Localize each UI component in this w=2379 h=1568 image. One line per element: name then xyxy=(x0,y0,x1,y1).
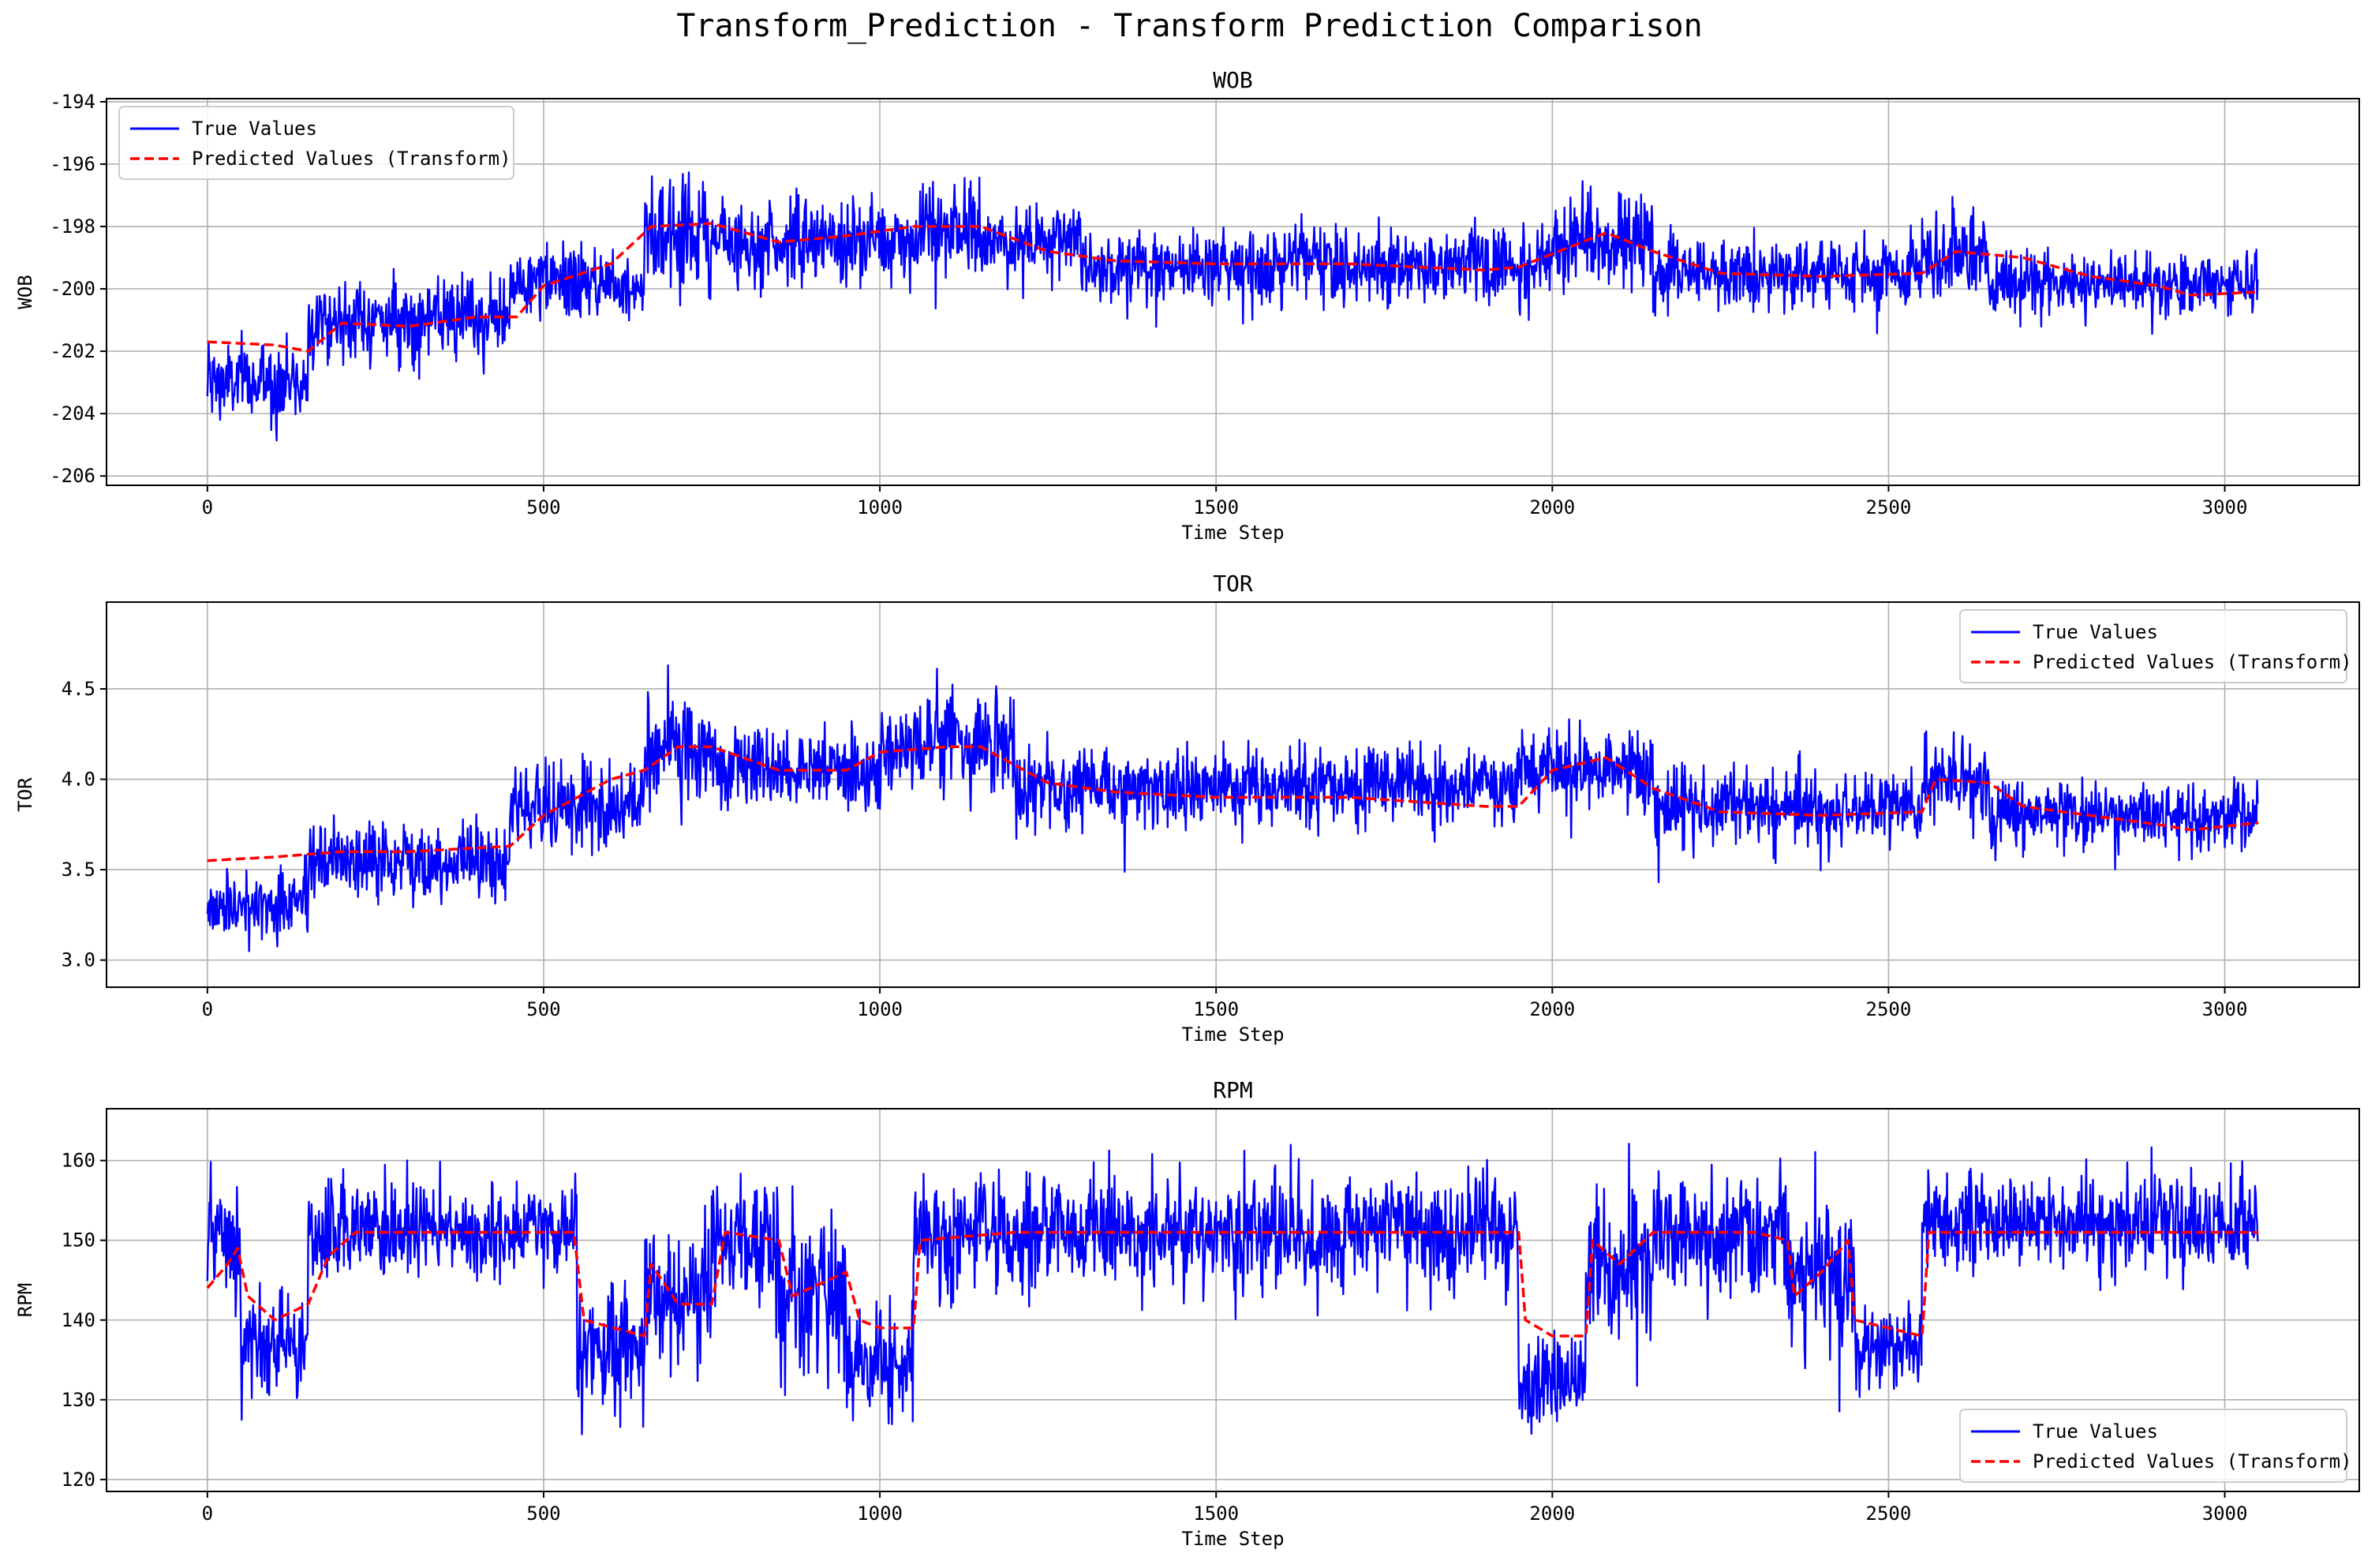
y-tick-label: -198 xyxy=(50,215,95,238)
legend-box xyxy=(1959,1409,2347,1483)
x-tick-label: 2500 xyxy=(1866,998,1912,1020)
x-tick-label: 2000 xyxy=(1529,1503,1575,1525)
x-tick-label: 500 xyxy=(526,998,560,1020)
x-tick-label: 2000 xyxy=(1529,998,1575,1020)
x-tick-label: 3000 xyxy=(2202,496,2248,518)
y-tick-label: 3.5 xyxy=(62,859,95,881)
chart-title: RPM xyxy=(1213,1077,1253,1103)
legend-label: True Values xyxy=(2033,1420,2158,1443)
x-tick-label: 0 xyxy=(202,1503,213,1525)
legend-box xyxy=(1959,609,2347,683)
legend-label: Predicted Values (Transform) xyxy=(192,148,511,170)
series-line-true-values xyxy=(206,1143,2259,1435)
x-axis-label: Time Step xyxy=(1181,1024,1284,1046)
x-tick-label: 0 xyxy=(202,998,213,1020)
x-tick-label: 2500 xyxy=(1866,496,1912,518)
y-tick-label: -196 xyxy=(50,153,95,175)
x-tick-label: 500 xyxy=(526,496,560,518)
legend-label: Predicted Values (Transform) xyxy=(2033,1450,2352,1473)
series-line-predicted-values xyxy=(207,745,2259,863)
y-axis-label: TOR xyxy=(14,777,36,812)
chart-rpm: 0 500 1000 1500 2000 2500 3000 120 130 140 150 160 R… xyxy=(14,1077,2360,1550)
y-tick-label: 150 xyxy=(62,1229,95,1252)
y-axis-label: WOB xyxy=(14,275,36,309)
x-tick-label: 2500 xyxy=(1866,1503,1912,1525)
x-tick-label: 1500 xyxy=(1193,496,1239,518)
legend: True Values Predicted Values (Transform) xyxy=(1959,609,2352,683)
axes-frame xyxy=(106,601,2360,988)
y-tick-label: 130 xyxy=(62,1389,95,1411)
y-tick-label: 160 xyxy=(62,1150,95,1172)
x-tick-label: 2000 xyxy=(1529,496,1575,518)
y-tick-label: -194 xyxy=(50,91,95,113)
legend-label: Predicted Values (Transform) xyxy=(2033,651,2352,673)
y-tick-label: 4.5 xyxy=(62,678,95,700)
axes-frame xyxy=(106,1108,2360,1492)
legend: True Values Predicted Values (Transform) xyxy=(1959,1409,2352,1483)
series-line-predicted-values xyxy=(206,1230,2259,1338)
y-axis-label: RPM xyxy=(14,1283,36,1317)
x-tick-label: 1500 xyxy=(1193,1503,1239,1525)
plot-area xyxy=(206,664,2259,952)
plot-area xyxy=(206,1143,2259,1435)
x-tick-label: 500 xyxy=(526,1503,560,1525)
x-tick-label: 1500 xyxy=(1193,998,1239,1020)
legend-box xyxy=(118,106,514,180)
x-tick-label: 3000 xyxy=(2202,1503,2248,1525)
plot-area xyxy=(206,171,2259,442)
legend-label: True Values xyxy=(2033,621,2158,643)
y-tick-label: -206 xyxy=(50,465,95,487)
y-tick-label: -204 xyxy=(50,402,95,425)
x-axis-label: Time Step xyxy=(1181,1528,1284,1550)
legend-label: True Values xyxy=(192,118,317,140)
x-tick-label: 1000 xyxy=(857,496,903,518)
x-tick-label: 1000 xyxy=(857,998,903,1020)
chart-title: TOR xyxy=(1213,571,1253,597)
x-tick-label: 3000 xyxy=(2202,998,2248,1020)
y-tick-label: -200 xyxy=(50,278,95,300)
series-line-predicted-values xyxy=(207,222,2259,353)
y-tick-label: 4.0 xyxy=(62,769,95,791)
y-tick-label: -202 xyxy=(50,340,95,362)
axes-frame xyxy=(106,98,2360,486)
x-tick-label: 0 xyxy=(202,496,213,518)
chart-title: WOB xyxy=(1213,67,1253,93)
series-line-true-values xyxy=(206,664,2259,952)
chart-wob: 0 500 1000 1500 2000 2500 3000 -206 -204 -202 -200… xyxy=(14,67,2360,544)
x-axis-label: Time Step xyxy=(1181,522,1284,544)
x-tick-label: 1000 xyxy=(857,1503,903,1525)
y-tick-label: 3.0 xyxy=(62,949,95,971)
y-tick-label: 120 xyxy=(62,1469,95,1491)
chart-tor: 0 500 1000 1500 2000 2500 3000 3.0 3.5 4.0 4.5 TOR T… xyxy=(14,571,2360,1046)
legend: True Values Predicted Values (Transform) xyxy=(118,106,514,180)
y-tick-label: 140 xyxy=(62,1309,95,1331)
series-line-true-values xyxy=(206,171,2259,442)
figure-suptitle: Transform_Prediction - Transform Predict… xyxy=(676,8,1703,44)
